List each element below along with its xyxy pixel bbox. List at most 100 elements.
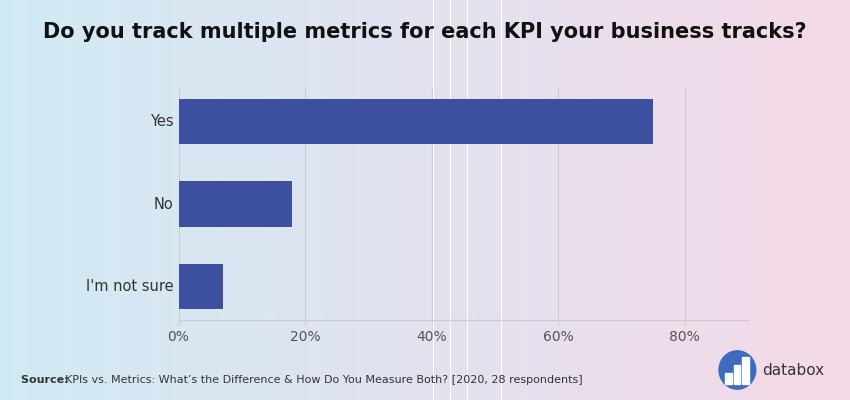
Bar [100,0,102,400]
Bar [180,0,183,400]
Bar [480,0,482,400]
Bar [251,0,253,400]
Bar [818,0,820,400]
Bar [223,0,225,400]
Bar [298,0,299,400]
Bar [779,0,782,400]
Bar [246,0,248,400]
Bar [847,0,850,400]
Bar [599,0,601,400]
Bar [520,0,523,400]
Bar [489,0,490,400]
Bar [325,0,327,400]
Bar [255,0,257,400]
Bar [588,0,591,400]
Bar [374,0,376,400]
Bar [278,0,280,400]
Bar [144,0,146,400]
Bar [85,0,87,400]
Bar [568,0,570,400]
Bar [128,0,129,400]
Bar [686,0,688,400]
Bar [10,0,13,400]
Bar [98,0,100,400]
Bar [40,0,43,400]
Bar [94,0,95,400]
Bar [248,0,251,400]
Bar [340,0,342,400]
Bar [620,0,622,400]
Bar [15,0,17,400]
Bar [455,0,456,400]
Bar [61,0,64,400]
Bar [42,0,44,400]
Bar [304,0,306,400]
Bar [703,0,705,400]
Bar [631,0,633,400]
Bar [58,0,60,400]
Bar [142,0,145,400]
Bar [253,0,255,400]
Bar [218,0,221,400]
Bar [313,0,314,400]
Bar [716,0,718,400]
Bar [701,0,703,400]
Bar [812,0,813,400]
Bar [468,0,469,400]
Bar [167,0,170,400]
Bar [401,0,404,400]
Bar [129,0,132,400]
Bar [282,0,285,400]
Bar [378,0,380,400]
Bar [21,0,23,400]
Bar [584,0,586,400]
Bar [238,0,241,400]
Bar [157,0,159,400]
Bar [184,0,187,400]
Bar [775,0,778,400]
Bar [706,0,707,400]
Bar [197,0,200,400]
Bar [66,0,68,400]
Bar [788,0,790,400]
Bar [731,0,733,400]
Bar [36,0,38,400]
Bar [44,0,47,400]
Bar [438,0,439,400]
Bar [502,0,503,400]
Bar [629,0,631,400]
Bar [316,0,319,400]
Bar [826,0,829,400]
Bar [839,0,842,400]
Bar [618,0,620,400]
Bar [767,0,769,400]
Bar [744,0,746,400]
Bar [126,0,128,400]
Bar [416,0,418,400]
Bar [306,0,308,400]
Bar [64,0,66,400]
Bar [387,0,388,400]
Bar [17,0,19,400]
Bar [23,0,26,400]
Bar [499,0,502,400]
Bar [200,0,202,400]
Bar [112,0,115,400]
Bar [670,0,672,400]
Bar [121,0,123,400]
Bar [264,0,265,400]
Bar [75,0,76,400]
Bar [580,0,582,400]
Bar [830,0,833,400]
Bar [601,0,603,400]
Bar [799,0,801,400]
Bar [551,0,553,400]
Bar [722,0,724,400]
Bar [816,0,818,400]
Bar [138,0,140,400]
Bar [391,0,393,400]
Bar [262,0,264,400]
Bar [659,0,661,400]
Bar [259,0,262,400]
Bar [654,0,656,400]
